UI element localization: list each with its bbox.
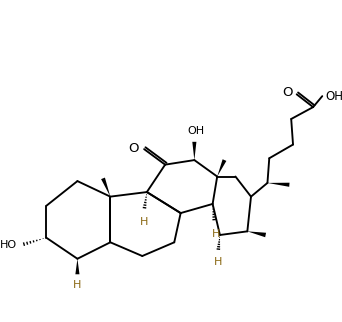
Text: O: O — [128, 142, 139, 155]
Polygon shape — [247, 231, 266, 237]
Text: H: H — [140, 217, 148, 227]
Text: H: H — [212, 229, 221, 239]
Polygon shape — [101, 178, 110, 197]
Polygon shape — [217, 159, 226, 176]
Text: H: H — [214, 257, 222, 267]
Text: OH: OH — [188, 126, 205, 136]
Text: HO: HO — [0, 240, 17, 250]
Polygon shape — [267, 183, 290, 187]
Text: H: H — [73, 280, 82, 290]
Text: OH: OH — [325, 90, 342, 103]
Text: O: O — [282, 86, 293, 99]
Polygon shape — [75, 259, 79, 274]
Polygon shape — [192, 142, 196, 160]
